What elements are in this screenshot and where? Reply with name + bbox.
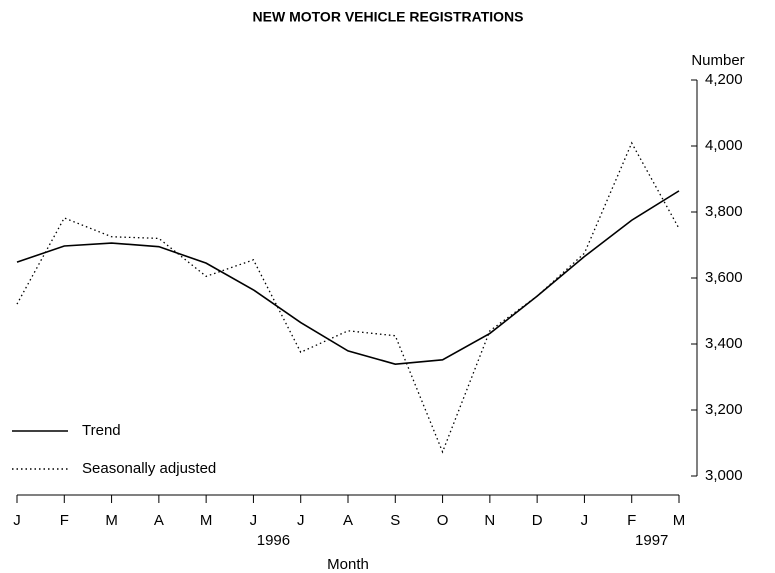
x-tick-label: O [437, 512, 449, 529]
legend-label: Trend [82, 422, 121, 439]
y-tick-label: 3,600 [705, 269, 743, 286]
y-tick-label: 3,000 [705, 467, 743, 484]
x-tick-label: J [297, 512, 305, 529]
y-tick-label: 3,400 [705, 335, 743, 352]
legend-label: Seasonally adjusted [82, 460, 216, 477]
x-tick-label: M [673, 512, 686, 529]
y-tick-label: 4,200 [705, 71, 743, 88]
x-tick-label: A [154, 512, 164, 529]
x-tick-label: S [390, 512, 400, 529]
x-tick-label: A [343, 512, 353, 529]
year-label: 1996 [257, 532, 290, 549]
year-label: 1997 [635, 532, 668, 549]
y-tick-label: 4,000 [705, 137, 743, 154]
y-tick-label: 3,200 [705, 401, 743, 418]
y-axis-label: Number [691, 52, 744, 69]
x-axis-label: Month [327, 556, 369, 573]
x-tick-label: F [60, 512, 69, 529]
x-tick-label: J [581, 512, 589, 529]
x-tick-label: F [627, 512, 636, 529]
x-tick-label: J [13, 512, 21, 529]
chart-title: NEW MOTOR VEHICLE REGISTRATIONS [253, 9, 524, 25]
x-tick-label: J [250, 512, 258, 529]
line-series [16, 141, 680, 454]
x-tick-label: M [105, 512, 118, 529]
x-tick-label: N [484, 512, 495, 529]
line-series [16, 190, 680, 365]
y-tick-label: 3,800 [705, 203, 743, 220]
x-tick-label: M [200, 512, 213, 529]
x-tick-label: D [532, 512, 543, 529]
